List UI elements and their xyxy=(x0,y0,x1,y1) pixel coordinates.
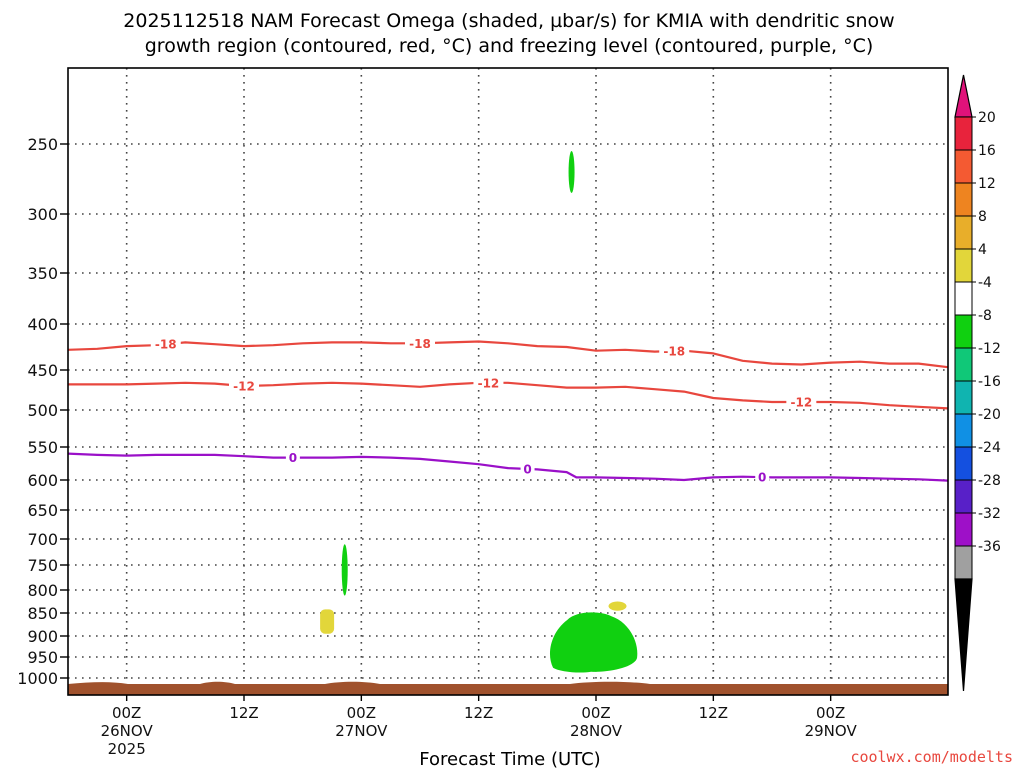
colorbar-swatch-0 xyxy=(954,116,973,151)
x-tick-label-0-time: 00Z xyxy=(112,704,141,722)
freezing-level-0-label-0: 0 xyxy=(289,451,297,465)
colorbar-label-9: -20 xyxy=(978,407,1001,423)
y-tick-label-350: 350 xyxy=(27,264,58,283)
colorbar-swatch-5 xyxy=(954,281,973,316)
colorbar-label-11: -28 xyxy=(978,473,1001,489)
colorbar-swatch-4 xyxy=(954,248,973,283)
dendritic-minus12-label-2: -12 xyxy=(790,396,812,410)
colorbar-label-13: -36 xyxy=(978,539,1001,555)
colorbar-label-4: 4 xyxy=(978,242,987,258)
y-tick-label-300: 300 xyxy=(27,205,58,224)
y-tick-label-950: 950 xyxy=(27,648,58,667)
plot-frame xyxy=(67,67,949,696)
freezing-level-0-label-2: 0 xyxy=(758,471,766,485)
x-tick-label-48-time: 00Z xyxy=(581,704,610,722)
colorbar-label-12: -32 xyxy=(978,506,1001,522)
colorbar-label-8: -16 xyxy=(978,374,1001,390)
colorbar-swatch-8 xyxy=(954,380,973,415)
credit-text[interactable]: coolwx.com/modelts xyxy=(850,748,1013,766)
y-tick-label-800: 800 xyxy=(27,581,58,600)
colorbar-label-3: 8 xyxy=(978,209,987,225)
y-tick-label-650: 650 xyxy=(27,501,58,520)
freezing-level-0-label-bg-2 xyxy=(755,470,770,485)
colorbar-label-7: -12 xyxy=(978,341,1001,357)
y-tick-label-850: 850 xyxy=(27,604,58,623)
dendritic-minus12-label-bg-1 xyxy=(473,375,504,390)
y-tick-label-600: 600 xyxy=(27,471,58,490)
y-tick-label-1000: 1000 xyxy=(17,669,58,688)
colorbar-label-0: 20 xyxy=(978,110,996,126)
colorbar-swatch-12 xyxy=(954,512,973,547)
temperature-contours: -18 -18 -18 -12 -12 -12 0 0 0 xyxy=(67,336,949,485)
colorbar-swatch-3 xyxy=(954,215,973,250)
colorbar-swatch-9 xyxy=(954,413,973,448)
x-tick-label-72-date: 29NOV xyxy=(805,722,858,740)
y-tick-label-500: 500 xyxy=(27,401,58,420)
dendritic-minus18-label-2: -18 xyxy=(663,344,685,358)
colorbar-bottom-arrow xyxy=(954,578,973,692)
x-axis-title: Forecast Time (UTC) xyxy=(419,749,600,768)
omega-area-green-upper xyxy=(568,151,575,193)
ground-fill xyxy=(68,681,948,695)
x-tick-label-36-time: 12Z xyxy=(464,704,493,722)
omega-area-yellow-right xyxy=(608,601,627,611)
colorbar-swatch-7 xyxy=(954,347,973,382)
y-tick-label-550: 550 xyxy=(27,438,58,457)
dendritic-minus12-label-0: -12 xyxy=(233,380,255,394)
colorbar-label-2: 12 xyxy=(978,176,996,192)
colorbar-label-10: -24 xyxy=(978,440,1001,456)
colorbar: 20 16 12 8 4 -4 -8 -12 -16 -20 -24 -28 -32 -36 xyxy=(954,74,1001,692)
colorbar-swatch-1 xyxy=(954,149,973,184)
dendritic-minus12-label-1: -12 xyxy=(478,376,500,390)
freezing-level-0-label-bg-1 xyxy=(520,462,535,476)
y-tick-label-700: 700 xyxy=(27,530,58,549)
colorbar-label-5: -4 xyxy=(978,275,992,291)
y-axis-labels: 250 300 350 400 450 500 550 600 650 700 750 800 850 9… xyxy=(17,135,68,688)
x-tick-label-24-time: 00Z xyxy=(347,704,376,722)
chart-title-line1: 2025112518 NAM Forecast Omega (shaded, µ… xyxy=(123,10,894,32)
omega-shaded-areas xyxy=(320,151,638,673)
colorbar-swatch-13 xyxy=(954,545,973,580)
x-tick-label-12-time: 12Z xyxy=(229,704,258,722)
dendritic-minus18-line xyxy=(67,340,949,369)
y-tick-label-750: 750 xyxy=(27,556,58,575)
dendritic-minus12-label-bg-2 xyxy=(786,395,817,409)
ground-surface xyxy=(68,681,948,695)
omega-area-green-mid xyxy=(341,544,348,596)
x-tick-label-24-date: 27NOV xyxy=(335,722,388,740)
dendritic-minus12-label-bg-0 xyxy=(229,379,259,393)
dendritic-minus18-label-bg-0 xyxy=(150,337,181,352)
colorbar-swatch-2 xyxy=(954,182,973,217)
y-tick-label-400: 400 xyxy=(27,315,58,334)
x-tick-label-0-year: 2025 xyxy=(108,740,146,758)
colorbar-label-1: 16 xyxy=(978,143,996,159)
colorbar-swatch-6 xyxy=(954,314,973,349)
y-tick-label-900: 900 xyxy=(27,627,58,646)
x-tick-label-72-time: 00Z xyxy=(816,704,845,722)
x-tick-label-60-time: 12Z xyxy=(699,704,728,722)
freezing-level-0-label-bg-0 xyxy=(285,450,300,465)
y-tick-label-250: 250 xyxy=(27,135,58,154)
x-tick-label-0-date: 26NOV xyxy=(101,722,154,740)
omega-area-green-large xyxy=(549,612,638,673)
omega-area-yellow-left xyxy=(320,609,335,634)
colorbar-swatch-10 xyxy=(954,446,973,481)
colorbar-label-6: -8 xyxy=(978,308,992,324)
dendritic-minus18-label-1: -18 xyxy=(409,337,431,351)
dendritic-minus18-label-bg-2 xyxy=(659,343,690,358)
dendritic-minus18-label-0: -18 xyxy=(155,338,177,352)
chart-title-line2: growth region (contoured, red, °C) and f… xyxy=(145,35,874,57)
y-tick-label-450: 450 xyxy=(27,361,58,380)
colorbar-swatch-11 xyxy=(954,479,973,514)
freezing-level-0-label-1: 0 xyxy=(523,463,531,477)
x-tick-label-48-date: 28NOV xyxy=(570,722,623,740)
dendritic-minus18-label-bg-1 xyxy=(405,336,435,351)
